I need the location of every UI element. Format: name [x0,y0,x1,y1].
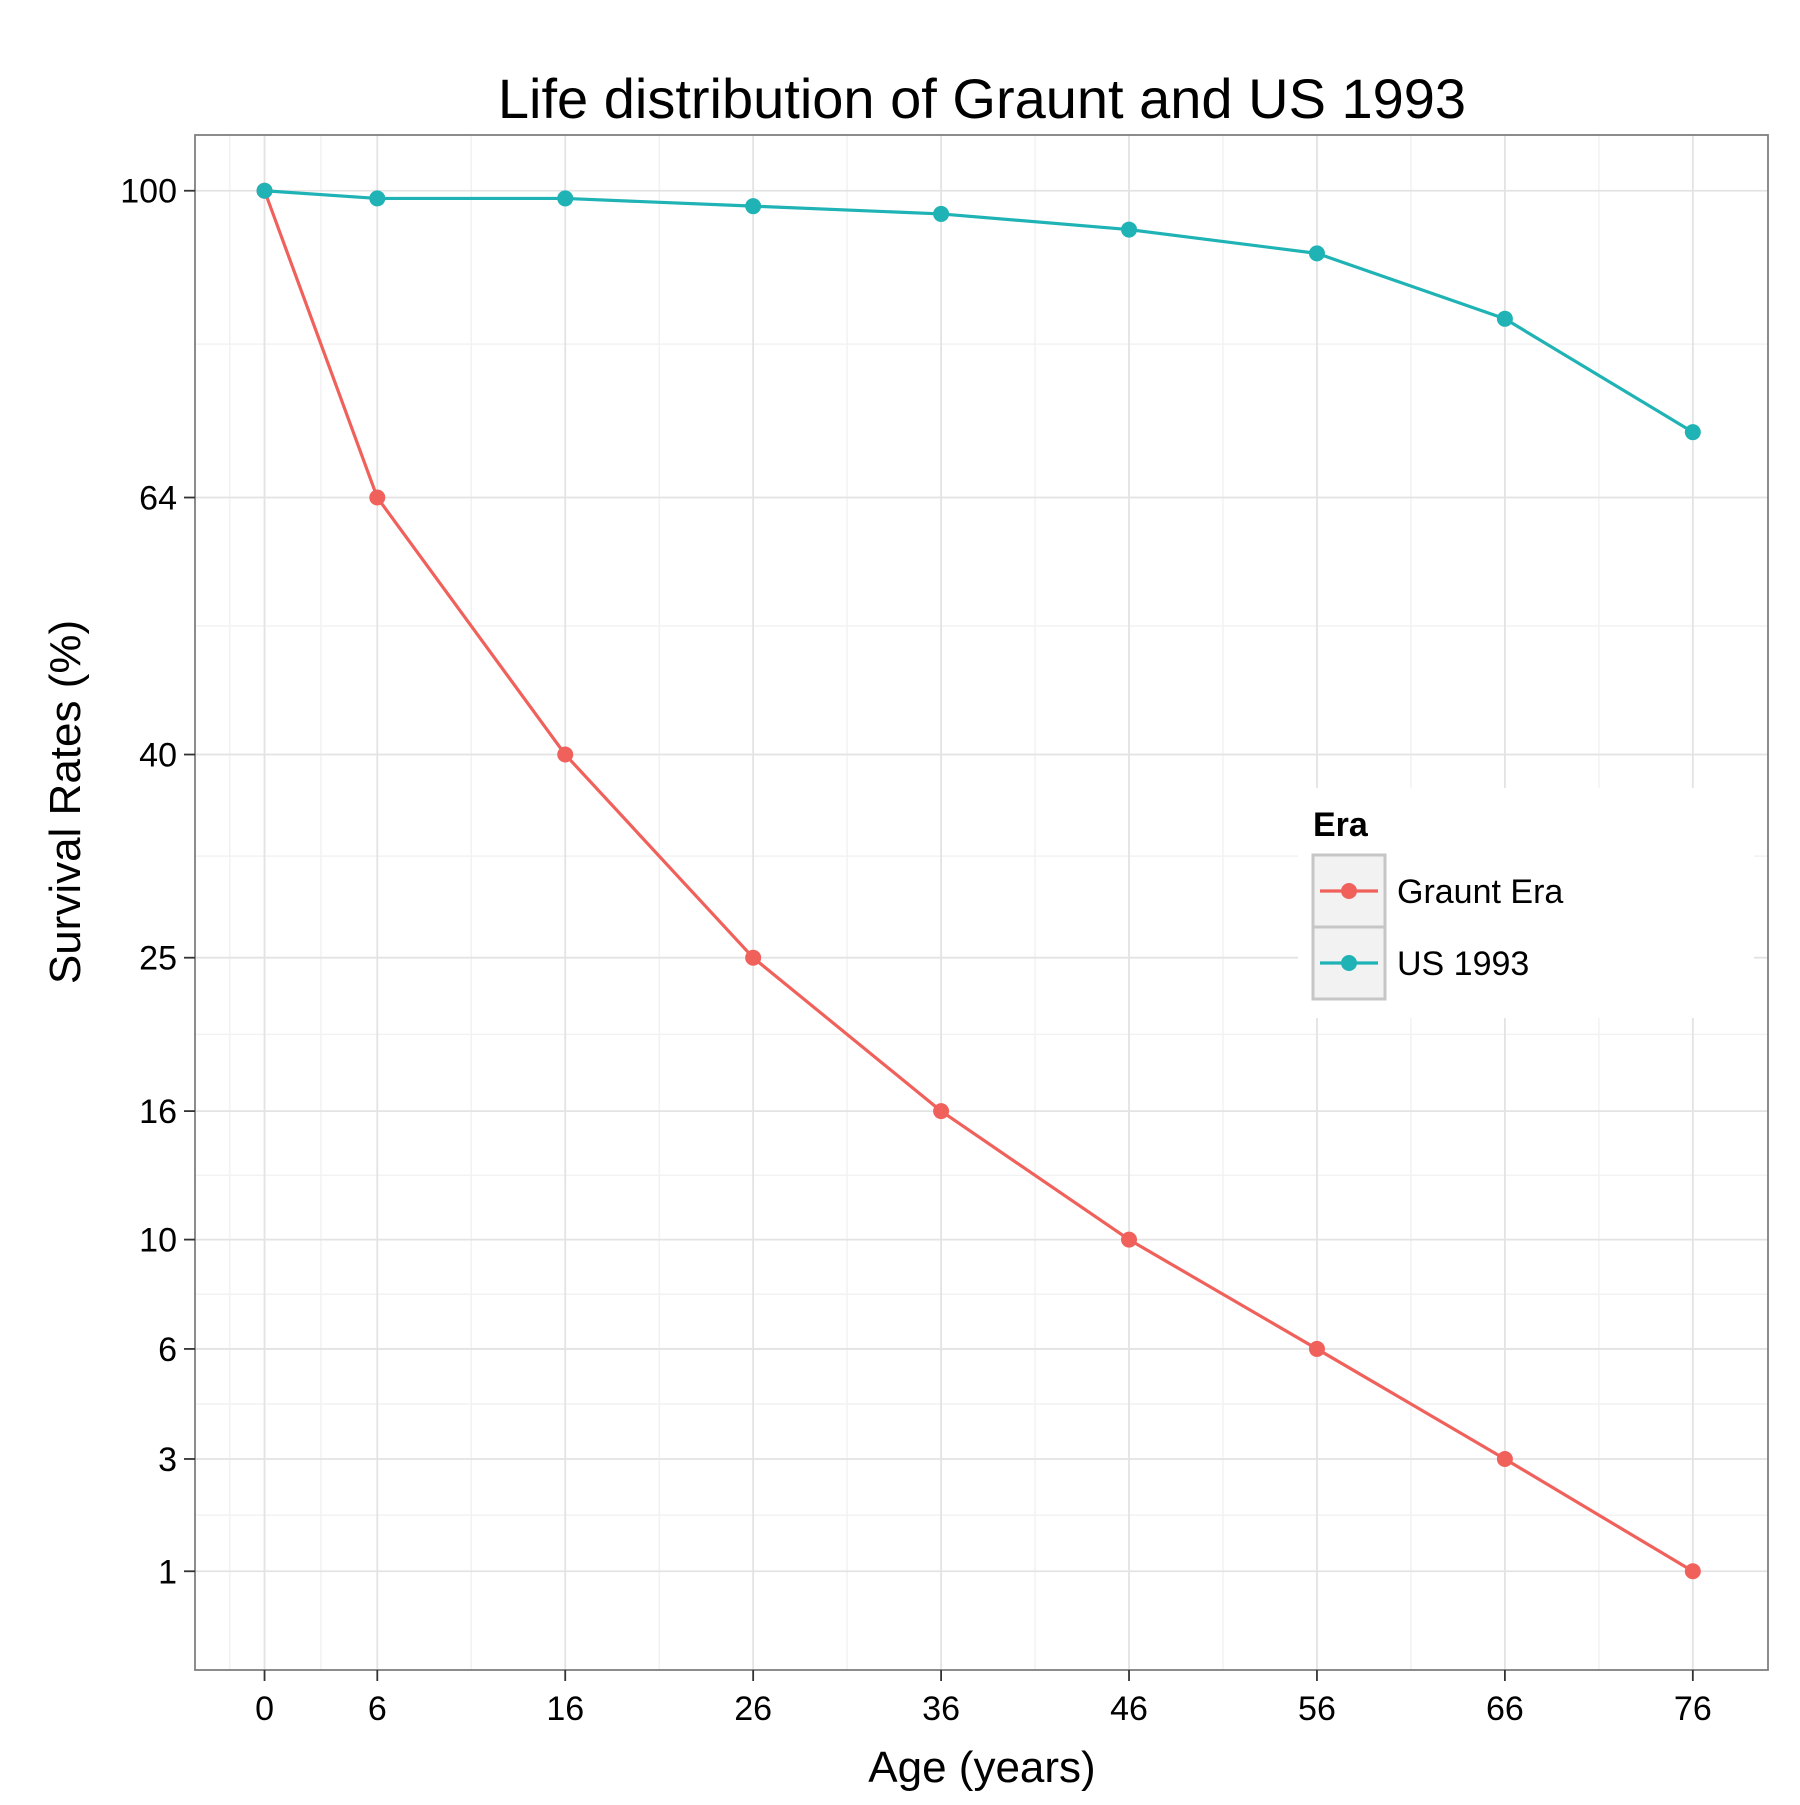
data-point [1308,1340,1325,1357]
y-tick-label: 10 [139,1222,177,1260]
x-tick-label: 16 [546,1690,584,1728]
x-tick-label: 76 [1674,1690,1712,1728]
series-us-1993 [256,182,1701,441]
x-tick-label: 0 [255,1690,274,1728]
y-tick-label: 100 [120,173,177,211]
chart-title: Life distribution of Graunt and US 1993 [498,67,1466,130]
y-tick-label: 3 [158,1441,177,1479]
y-tick-label: 25 [139,940,177,978]
x-tick-label: 6 [368,1690,387,1728]
legend-title: Era [1313,806,1369,844]
data-point [745,949,762,966]
x-tick-label: 56 [1298,1690,1336,1728]
data-point [1684,1563,1701,1580]
legend-item-label: Graunt Era [1397,873,1563,911]
legend-key-point [1341,955,1357,971]
data-point [557,190,574,207]
data-point [256,182,273,199]
y-axis-label: Survival Rates (%) [41,620,90,984]
x-tick-label: 66 [1486,1690,1524,1728]
data-point [1684,424,1701,441]
data-point [1496,1450,1513,1467]
legend-item-graunt-era: Graunt Era [1311,853,1563,929]
series-graunt-era [256,182,1701,1580]
data-point [933,1103,950,1120]
data-point [1496,310,1513,327]
legend: Era Graunt Era US 1993 [1298,788,1754,1018]
x-axis-label: Age (years) [868,1743,1095,1792]
data-point [369,489,386,506]
y-tick-label: 1 [158,1553,177,1591]
y-tick-label: 64 [139,480,177,518]
series-layer [256,182,1701,1580]
data-point [1121,221,1138,238]
data-point [557,746,574,763]
grid-lines [195,135,1768,1670]
data-point [933,205,950,222]
legend-item-us-1993: US 1993 [1311,925,1529,1001]
x-tick-label: 36 [922,1690,960,1728]
x-tick-label: 26 [734,1690,772,1728]
data-point [1121,1231,1138,1248]
y-tick-label: 40 [139,737,177,775]
legend-key-point [1341,883,1357,899]
data-point [369,190,386,207]
plot-border [194,134,1769,1671]
x-tick-label: 46 [1110,1690,1148,1728]
data-point [745,198,762,215]
y-tick-label: 16 [139,1093,177,1131]
y-tick-label: 6 [158,1331,177,1369]
data-point [1308,245,1325,262]
legend-item-label: US 1993 [1397,945,1529,983]
